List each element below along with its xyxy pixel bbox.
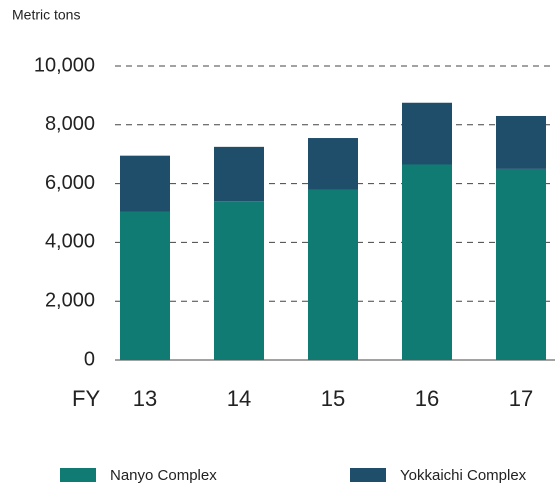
legend-label: Nanyo Complex	[110, 467, 217, 484]
y-tick-label: 10,000	[34, 54, 95, 76]
bar-segment	[214, 146, 264, 202]
x-tick-label: 17	[509, 386, 533, 411]
bar-segment	[120, 211, 170, 360]
y-tick-label: 2,000	[45, 289, 95, 311]
bar-segment	[402, 164, 452, 360]
legend-swatch	[350, 468, 386, 482]
bar-segment	[496, 115, 546, 169]
x-axis-label: FY	[72, 386, 100, 411]
y-tick-label: 0	[84, 348, 95, 370]
bar-segment	[120, 155, 170, 212]
x-tick-label: 14	[227, 386, 251, 411]
x-tick-label: 15	[321, 386, 345, 411]
y-tick-label: 6,000	[45, 172, 95, 194]
bar-segment	[496, 168, 546, 360]
y-axis-label: Metric tons	[12, 7, 80, 23]
bar-segment	[308, 189, 358, 360]
y-tick-label: 4,000	[45, 231, 95, 253]
y-tick-label: 8,000	[45, 113, 95, 135]
x-tick-label: 13	[133, 386, 157, 411]
x-tick-label: 16	[415, 386, 439, 411]
bar-segment	[308, 138, 358, 190]
bar-segment	[402, 102, 452, 165]
bar-segment	[214, 201, 264, 360]
legend-label: Yokkaichi Complex	[400, 467, 527, 484]
legend-swatch	[60, 468, 96, 482]
